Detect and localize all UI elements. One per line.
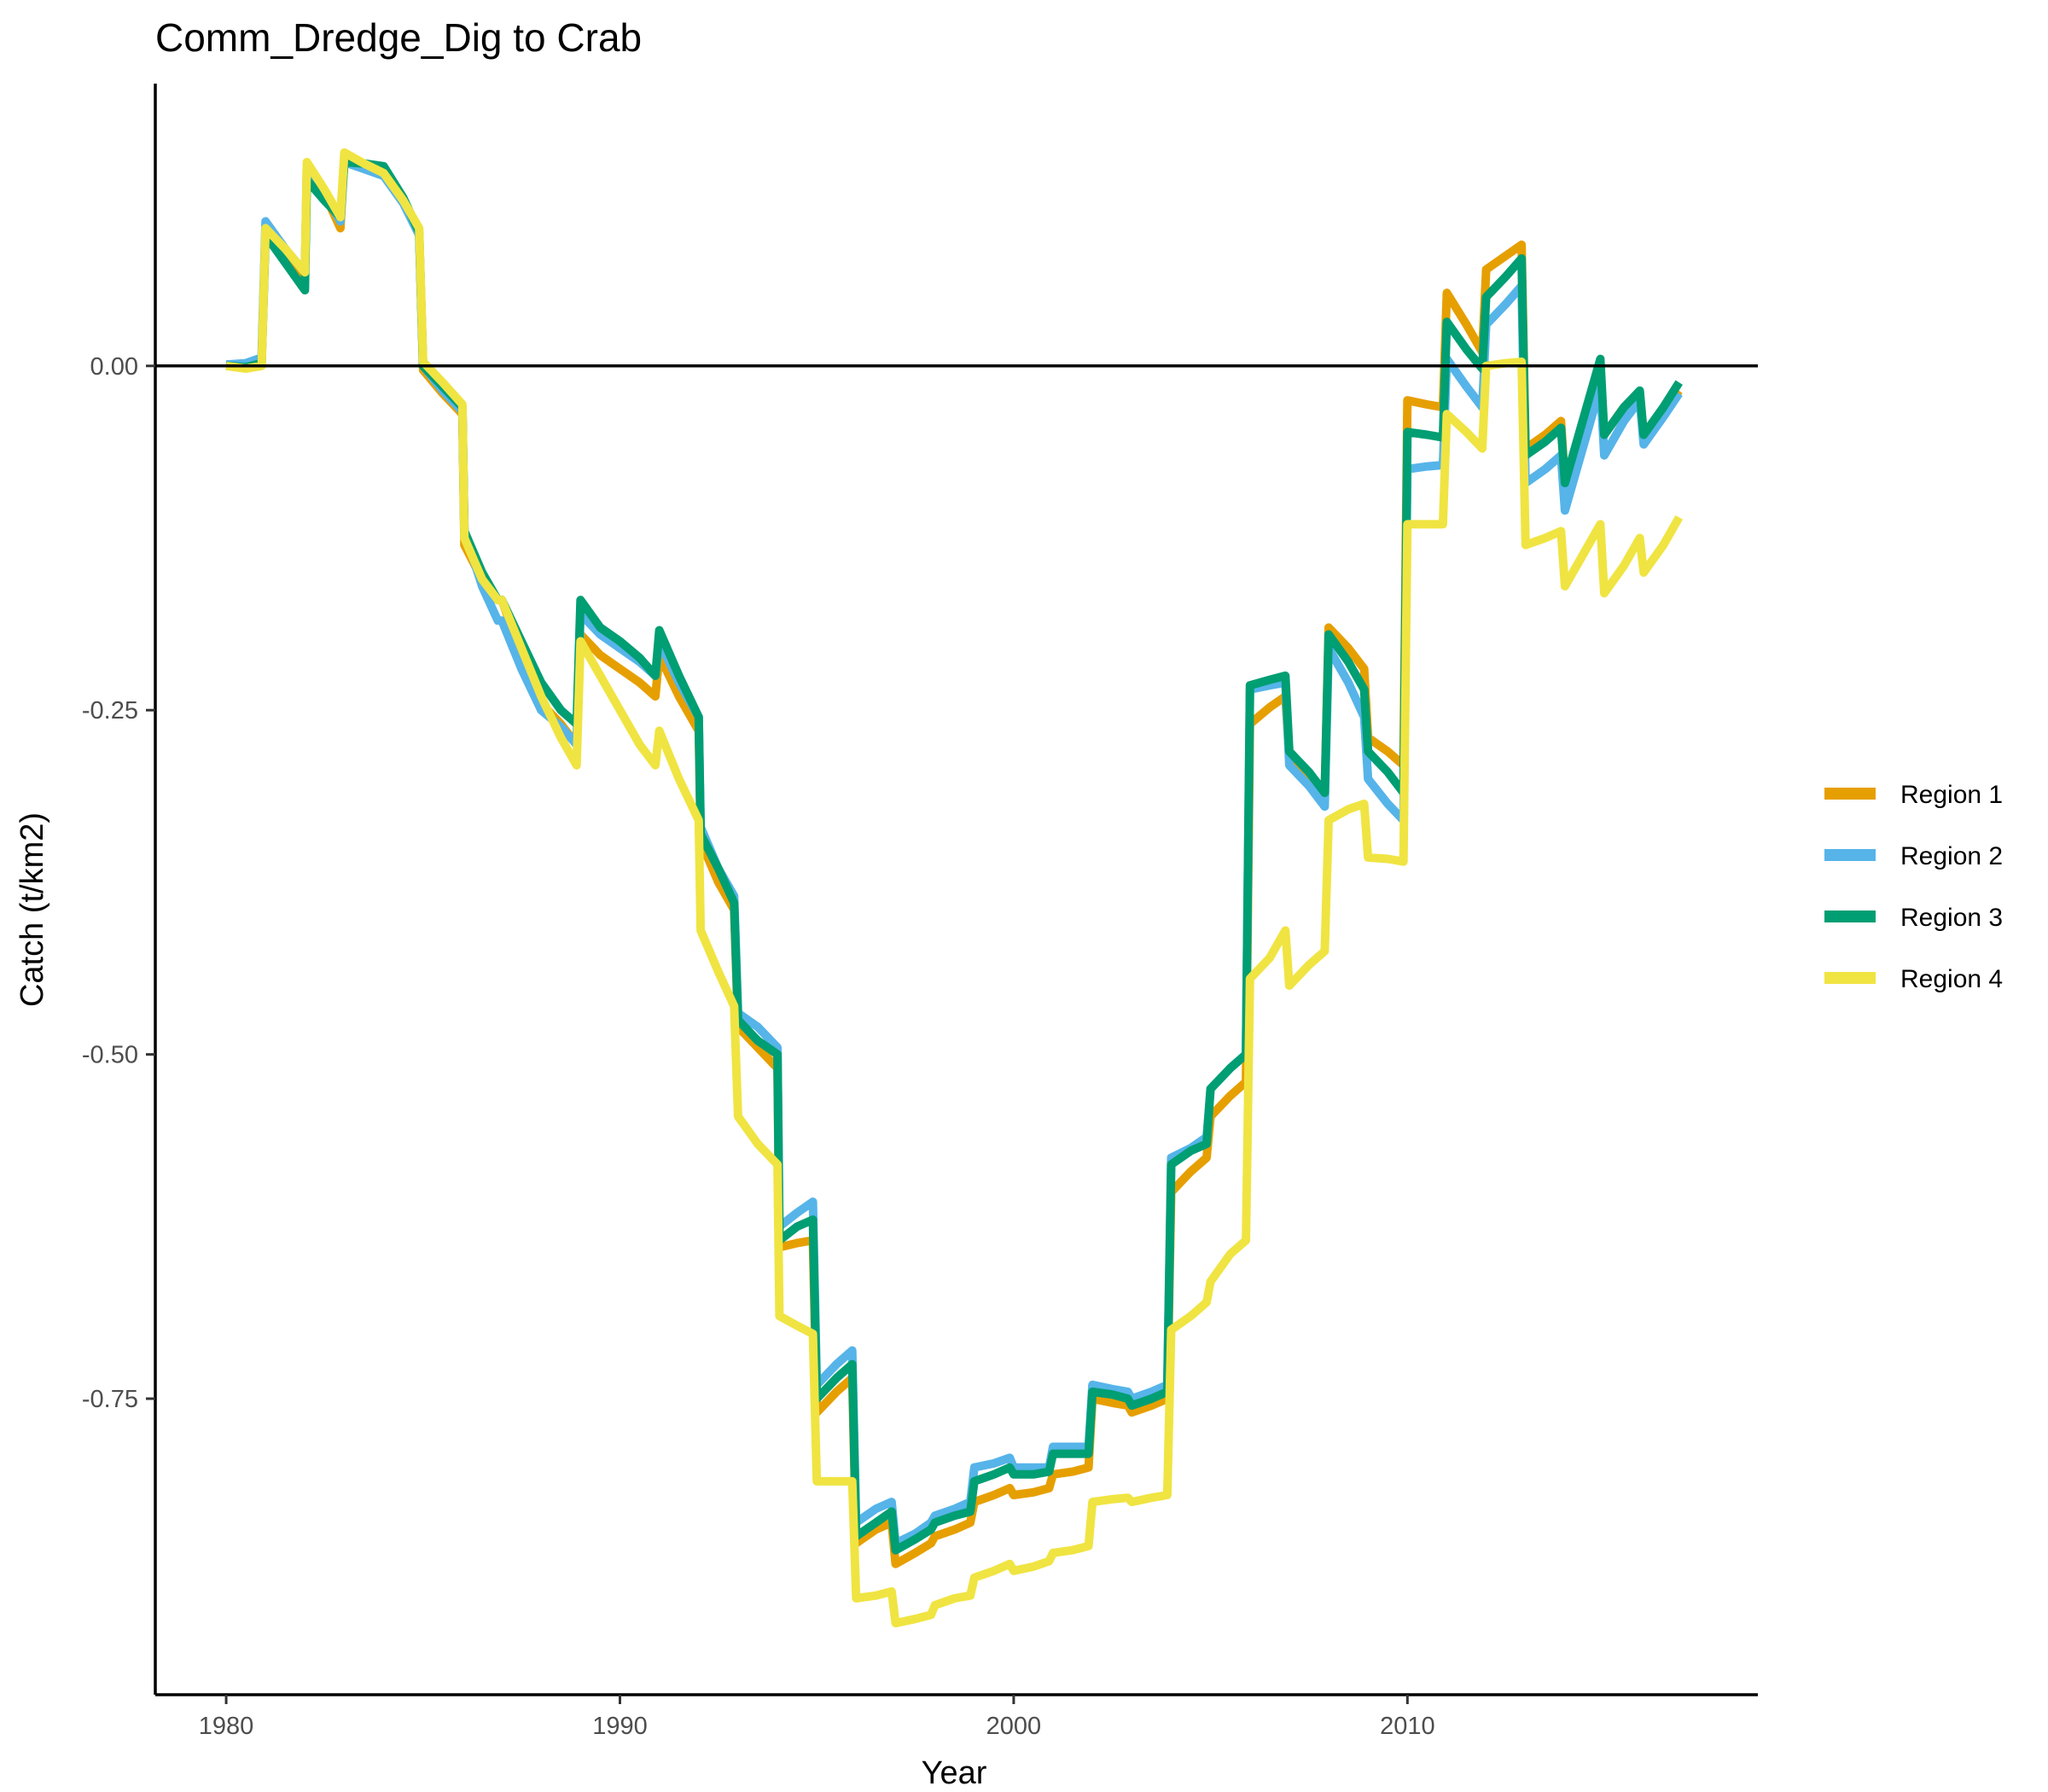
legend-label-region-1: Region 1	[1900, 781, 2003, 809]
y-tick-label: 0.00	[90, 353, 138, 381]
series-line-region-2	[225, 158, 1683, 1548]
legend-label-region-3: Region 3	[1900, 904, 2003, 932]
series-line-region-4	[225, 148, 1684, 1628]
y-tick-label: -0.75	[82, 1386, 138, 1413]
y-axis-ticks: 0.00 -0.25 -0.50 -0.75	[82, 353, 155, 1413]
y-tick-label: -0.50	[82, 1042, 138, 1069]
series-layer	[225, 148, 1684, 1628]
x-axis-title: Year	[922, 1755, 987, 1791]
y-axis-title: Catch (t/km2)	[15, 812, 50, 1007]
x-tick-label: 1980	[199, 1713, 254, 1740]
legend-label-region-2: Region 2	[1900, 842, 2003, 870]
chart-title: Comm_Dredge_Dig to Crab	[155, 15, 642, 60]
legend-label-region-4: Region 4	[1900, 965, 2003, 993]
legend: Region 1 Region 2 Region 3 Region 4	[1824, 781, 2003, 993]
x-tick-label: 2010	[1380, 1713, 1435, 1740]
x-axis-ticks: 1980 1990 2000 2010	[199, 1695, 1435, 1740]
series-line-region-3	[225, 158, 1683, 1555]
x-tick-label: 2000	[986, 1713, 1042, 1740]
y-tick-label: -0.25	[82, 697, 138, 724]
series-line-region-1	[225, 154, 1683, 1568]
x-tick-label: 1990	[592, 1713, 648, 1740]
